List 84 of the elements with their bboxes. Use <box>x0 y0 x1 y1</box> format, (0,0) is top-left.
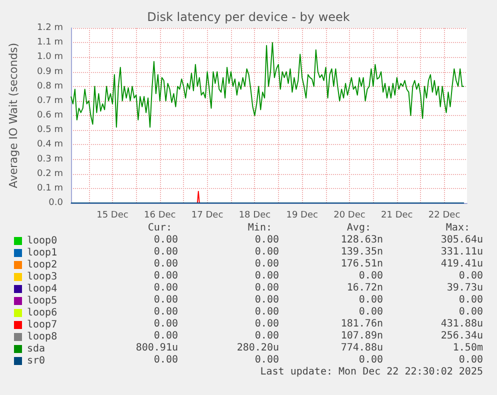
text: 0.00 <box>154 270 178 282</box>
text: 0.00 <box>154 246 178 258</box>
text: 419.41u <box>440 258 483 270</box>
y-tick-label: 1.0 m <box>37 52 63 62</box>
text: 0.00 <box>154 282 178 294</box>
legend-label: sr0 <box>27 356 46 366</box>
text: 0.00 <box>358 270 383 282</box>
y-tick-label: 0.8 m <box>37 81 63 92</box>
text: 139.35n <box>340 246 383 258</box>
text: 176.51n <box>340 258 383 270</box>
x-tick-label: 21 Dec <box>381 210 413 220</box>
text: Avg: <box>346 222 371 234</box>
legend-label: loop0 <box>27 236 58 246</box>
legend-label: sda <box>27 344 46 354</box>
y-tick-label: 1.1 m <box>37 38 63 48</box>
text: 0.00 <box>154 258 178 270</box>
y-tick-label: 0.0 <box>48 198 64 208</box>
text: Max: <box>446 222 470 234</box>
text: 0.00 <box>458 306 483 318</box>
legend-label: loop1 <box>27 248 58 258</box>
text: 0.00 <box>254 282 279 294</box>
text: 331.11u <box>440 246 483 258</box>
text: 800.91u <box>136 342 178 354</box>
legend-label: loop3 <box>27 272 58 282</box>
y-tick-label: 1.2 m <box>37 23 63 33</box>
text: 0.00 <box>154 330 178 342</box>
text: Cur: <box>148 222 172 234</box>
x-tick-label: 18 Dec <box>238 210 271 220</box>
legend-label: loop7 <box>27 320 58 330</box>
text: 0.00 <box>154 306 178 318</box>
text: 0.00 <box>358 294 383 306</box>
text: 181.76n <box>340 318 383 330</box>
text: 107.89n <box>340 330 383 342</box>
text: 0.00 <box>254 330 279 342</box>
text: 0.00 <box>254 258 279 270</box>
text: 0.00 <box>458 354 483 366</box>
legend-label: loop5 <box>27 296 58 306</box>
text: 16.72n <box>346 282 383 294</box>
y-tick-label: 0.7 m <box>37 96 63 106</box>
x-tick-label: 16 Dec <box>144 210 176 220</box>
text: 431.88u <box>440 318 483 330</box>
y-tick-label: 0.3 m <box>37 154 63 164</box>
y-tick-label: 0.9 m <box>37 66 63 77</box>
legend-label: loop8 <box>27 332 58 342</box>
text: 774.88u <box>340 342 383 354</box>
text: 0.00 <box>254 306 279 318</box>
text: Last update: Mon Dec 22 22:30:02 2025 <box>260 366 483 378</box>
text: 0.00 <box>254 354 279 366</box>
y-axis-title: Average IO Wait (seconds) <box>7 42 20 188</box>
text: 305.64u <box>440 234 483 246</box>
legend-label: loop4 <box>27 284 58 294</box>
y-tick-label: 0.5 m <box>37 125 63 136</box>
text: 1.50m <box>452 342 483 354</box>
text: 0.00 <box>254 246 279 258</box>
text: 0.00 <box>154 294 178 306</box>
x-tick-label: 17 Dec <box>191 210 224 220</box>
y-tick-label: 0.2 m <box>37 168 63 179</box>
legend-label: loop6 <box>27 308 58 318</box>
text: 0.00 <box>154 318 178 330</box>
text: 280.20u <box>236 342 279 354</box>
text: 0.00 <box>358 354 383 366</box>
text: 0.00 <box>458 270 483 282</box>
text: 0.00 <box>254 270 279 282</box>
text: 0.00 <box>254 318 279 330</box>
x-tick-label: 20 Dec <box>334 210 366 220</box>
text: 0.00 <box>154 234 178 246</box>
x-tick-label: 22 Dec <box>428 210 460 220</box>
text: 0.00 <box>254 294 279 306</box>
x-tick-label: 15 Dec <box>96 210 128 220</box>
text: 256.34u <box>440 330 483 342</box>
x-tick-label: 19 Dec <box>286 210 318 220</box>
text: 0.00 <box>154 354 178 366</box>
line-series <box>70 42 465 128</box>
legend-label: loop2 <box>27 260 58 270</box>
text: 128.63n <box>340 234 383 246</box>
text: 0.00 <box>358 306 383 318</box>
y-tick-label: 0.6 m <box>37 110 63 120</box>
y-tick-label: 0.1 m <box>37 183 63 194</box>
text: Min: <box>248 222 272 234</box>
text: 39.73u <box>446 282 483 294</box>
text: 0.00 <box>254 234 279 246</box>
chart-title: Disk latency per device - by week <box>147 10 350 24</box>
text: 0.00 <box>458 294 483 306</box>
y-tick-label: 0.4 m <box>37 140 63 150</box>
